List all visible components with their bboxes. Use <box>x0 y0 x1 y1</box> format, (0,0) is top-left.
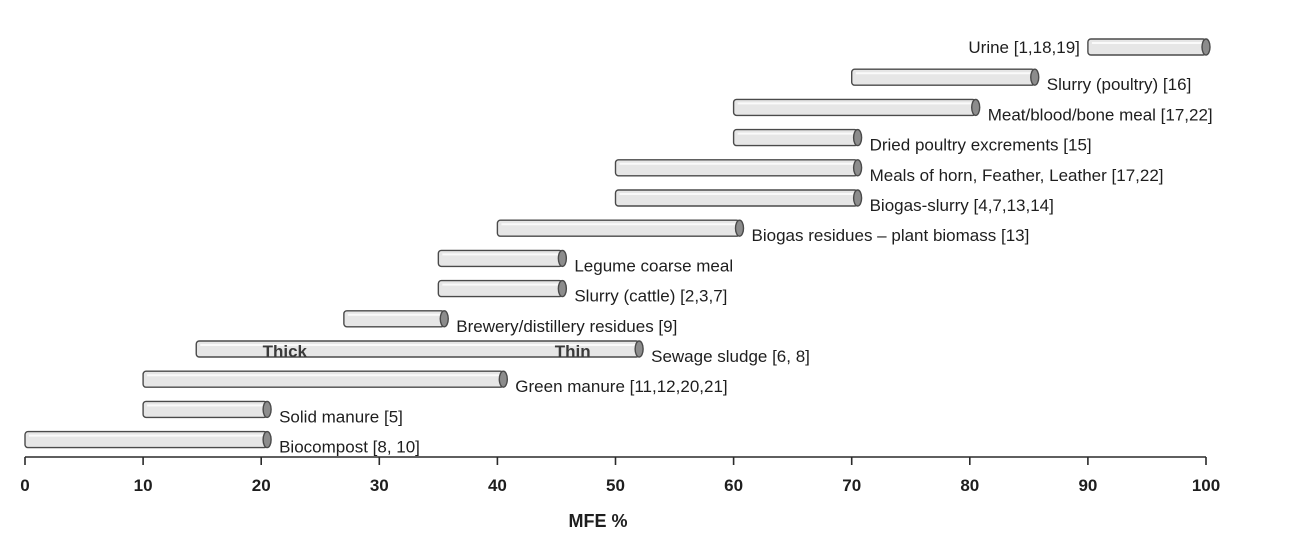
bar-label: Dried poultry excrements [15] <box>870 136 1092 155</box>
bar-label: Solid manure [5] <box>279 407 403 426</box>
bar-end-cap <box>734 219 745 237</box>
bar-label: Biogas-slurry [4,7,13,14] <box>870 196 1054 215</box>
bar-end-cap <box>971 98 981 117</box>
bar-end-cap <box>439 310 449 328</box>
bar-end-cap <box>498 370 509 388</box>
bar-inner-label: Thick <box>263 342 308 361</box>
range-bar <box>142 400 268 419</box>
bar-end-cap <box>852 128 863 147</box>
bar-group: Thick Thin Sewage sludge [6, 8] <box>195 340 810 366</box>
x-tick-label: 20 <box>252 476 271 495</box>
bar-group: Biogas residues – plant biomass [13] <box>496 219 1030 245</box>
bar-label: Meals of horn, Feather, Leather [17,22] <box>870 166 1164 185</box>
x-tick-label: 40 <box>488 476 507 495</box>
range-bar <box>343 310 445 328</box>
range-bar <box>732 98 977 117</box>
bar-end-cap <box>262 400 272 419</box>
bar-end-cap <box>852 189 863 207</box>
bar-inner-label: Thin <box>555 342 591 361</box>
bar-end-cap <box>634 340 644 358</box>
range-bar <box>24 430 268 449</box>
range-bar <box>437 249 564 268</box>
bar-group: Biogas-slurry [4,7,13,14] <box>614 189 1054 215</box>
range-bar <box>851 68 1036 86</box>
bar-end-cap <box>1030 68 1040 86</box>
bar-label: Meat/blood/bone meal [17,22] <box>988 105 1213 124</box>
bar-group: Slurry (poultry) [16] <box>851 68 1192 94</box>
bar-label: Biogas residues – plant biomass [13] <box>752 226 1030 245</box>
bar-label: Brewery/distillery residues [9] <box>456 317 677 336</box>
bar-group: Legume coarse meal <box>437 249 733 275</box>
x-tick-label: 30 <box>370 476 389 495</box>
bar-label: Slurry (poultry) [16] <box>1047 75 1192 94</box>
range-bar <box>437 279 564 298</box>
x-tick-label: 80 <box>960 476 979 495</box>
x-tick-label: 50 <box>606 476 625 495</box>
bar-group: Green manure [11,12,20,21] <box>142 370 728 396</box>
bar-label: Urine [1,18,19] <box>968 38 1080 57</box>
bar-group: Meals of horn, Feather, Leather [17,22] <box>614 159 1164 185</box>
bar-end-cap <box>557 249 568 268</box>
x-tick-label: 70 <box>842 476 861 495</box>
x-tick-label: 60 <box>724 476 743 495</box>
range-bar <box>614 159 859 177</box>
bar-group: Slurry (cattle) [2,3,7] <box>437 279 727 306</box>
bar-label: Biocompost [8, 10] <box>279 438 420 457</box>
x-tick-label: 90 <box>1078 476 1097 495</box>
bar-end-cap <box>1201 38 1211 56</box>
x-tick-label: 100 <box>1192 476 1220 495</box>
x-axis: 0 10 20 30 40 50 60 70 80 90 100 <box>20 456 1220 495</box>
bar-group: Solid manure [5] <box>142 400 403 426</box>
bars-layer: Urine [1,18,19] Slurry (poultry) [16] Meat… <box>24 38 1213 457</box>
bar-label: Sewage sludge [6, 8] <box>651 347 810 366</box>
bar-label: Green manure [11,12,20,21] <box>515 377 727 396</box>
x-tick-label: 0 <box>20 476 29 495</box>
range-bar <box>614 189 859 207</box>
x-axis-title: MFE % <box>568 511 627 531</box>
bar-end-cap <box>557 279 568 298</box>
bar-label: Legume coarse meal <box>574 256 733 275</box>
bar-group: Brewery/distillery residues [9] <box>343 310 677 336</box>
bar-group: Meat/blood/bone meal [17,22] <box>732 98 1213 124</box>
bar-label: Slurry (cattle) [2,3,7] <box>574 287 727 306</box>
bar-end-cap <box>852 159 863 177</box>
bar-end-cap <box>262 430 272 449</box>
range-bar <box>496 219 741 237</box>
range-bar <box>1087 38 1207 56</box>
range-bar <box>732 128 859 147</box>
bar-group: Dried poultry excrements [15] <box>732 128 1092 155</box>
bar-group: Urine [1,18,19] <box>968 38 1211 57</box>
bar-group: Biocompost [8, 10] <box>24 430 420 457</box>
range-bar <box>142 370 505 388</box>
x-tick-label: 10 <box>134 476 153 495</box>
